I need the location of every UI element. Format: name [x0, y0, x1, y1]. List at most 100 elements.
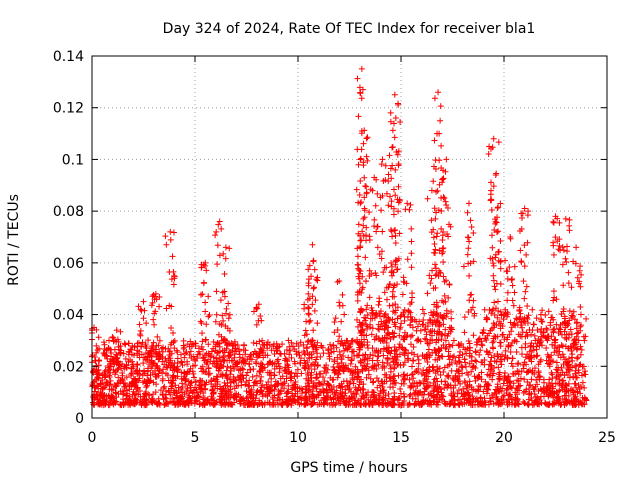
data-point	[380, 269, 387, 276]
data-point	[426, 352, 433, 359]
data-point	[367, 315, 374, 322]
data-point	[302, 363, 309, 370]
data-point	[135, 303, 142, 310]
data-point	[571, 380, 578, 387]
data-point	[559, 369, 566, 376]
data-point	[271, 365, 278, 372]
data-point	[482, 335, 489, 342]
data-point	[497, 339, 504, 346]
data-point	[169, 360, 176, 367]
data-point	[169, 253, 176, 260]
data-point	[222, 339, 229, 346]
data-point	[372, 362, 379, 369]
data-point	[138, 307, 145, 314]
data-point	[208, 378, 215, 385]
data-point	[137, 343, 144, 350]
data-point	[452, 358, 459, 365]
data-point	[112, 371, 119, 378]
data-point	[480, 326, 487, 333]
data-point	[472, 348, 479, 355]
data-point	[520, 389, 527, 396]
data-point	[573, 384, 580, 391]
data-point	[374, 223, 381, 230]
data-point	[525, 368, 532, 375]
data-point	[426, 316, 433, 323]
data-point	[429, 364, 436, 371]
data-point	[442, 378, 449, 385]
data-point	[233, 348, 240, 355]
data-point	[320, 350, 327, 357]
data-point	[400, 274, 407, 281]
data-point	[188, 387, 195, 394]
data-point	[356, 280, 363, 287]
data-point	[370, 310, 377, 317]
data-point	[470, 386, 477, 393]
data-point	[495, 387, 502, 394]
data-point	[378, 161, 385, 168]
data-point	[459, 351, 466, 358]
data-point	[330, 342, 337, 349]
data-point	[373, 228, 380, 235]
data-point	[495, 248, 502, 255]
data-point	[101, 341, 108, 348]
data-point	[385, 171, 392, 178]
data-point	[461, 314, 468, 321]
data-point	[321, 378, 328, 385]
data-point	[434, 187, 441, 194]
data-point	[413, 337, 420, 344]
data-point	[137, 327, 144, 334]
data-point	[504, 297, 511, 304]
data-point	[467, 217, 474, 224]
data-point	[409, 294, 416, 301]
data-point	[167, 355, 174, 362]
data-point	[339, 340, 346, 347]
data-point	[526, 355, 533, 362]
data-point	[358, 95, 365, 102]
data-point	[559, 320, 566, 327]
data-point	[430, 363, 437, 370]
data-point	[538, 400, 545, 407]
data-point	[393, 346, 400, 353]
data-point	[354, 387, 361, 394]
data-point	[563, 259, 570, 266]
data-point	[276, 369, 283, 376]
data-point	[218, 388, 225, 395]
data-point	[543, 388, 550, 395]
data-point	[226, 357, 233, 364]
data-point	[141, 377, 148, 384]
data-point	[91, 394, 98, 401]
data-point	[258, 388, 265, 395]
data-point	[562, 215, 569, 222]
data-point	[534, 326, 541, 333]
data-point	[167, 398, 174, 405]
data-point	[358, 127, 365, 134]
data-point	[251, 379, 258, 386]
data-point	[473, 358, 480, 365]
data-point	[541, 379, 548, 386]
data-point	[171, 389, 178, 396]
data-point	[555, 329, 562, 336]
data-point	[554, 238, 561, 245]
data-point	[147, 371, 154, 378]
data-point	[95, 334, 102, 341]
data-point	[314, 320, 321, 327]
data-point	[302, 351, 309, 358]
data-point	[355, 113, 362, 120]
data-point	[549, 390, 556, 397]
data-point	[122, 341, 129, 348]
data-point	[560, 361, 567, 368]
data-point	[427, 309, 434, 316]
data-point	[317, 353, 324, 360]
data-point	[567, 326, 574, 333]
data-point	[583, 315, 590, 322]
data-point	[341, 392, 348, 399]
data-point	[210, 375, 217, 382]
data-point	[190, 370, 197, 377]
data-point	[375, 321, 382, 328]
data-point	[383, 317, 390, 324]
data-point	[358, 305, 365, 312]
data-point	[554, 393, 561, 400]
data-point	[364, 302, 371, 309]
data-point	[347, 388, 354, 395]
y-tick-label: 0.08	[53, 204, 84, 220]
